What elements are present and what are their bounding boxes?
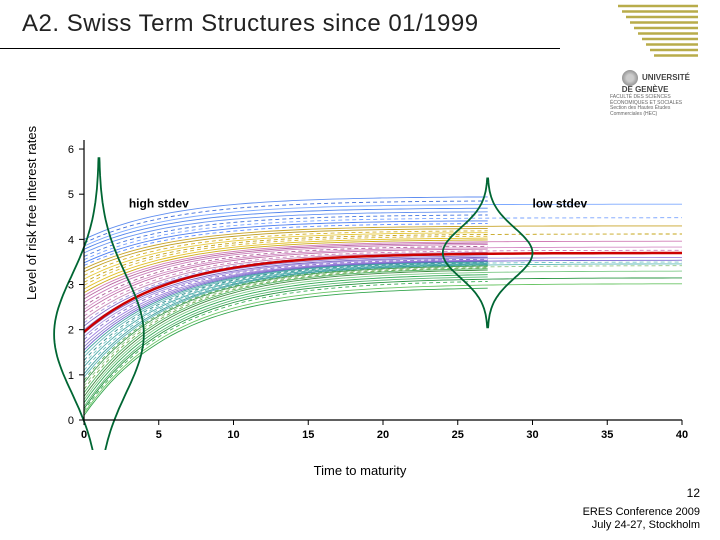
y-axis-label: Level of risk free interest rates — [24, 126, 39, 300]
svg-text:20: 20 — [377, 429, 389, 441]
university-seal-icon — [622, 70, 638, 86]
x-axis-label: Time to maturity — [314, 463, 407, 478]
svg-text:35: 35 — [601, 429, 613, 441]
svg-text:5: 5 — [156, 429, 162, 441]
svg-text:5: 5 — [68, 189, 74, 201]
university-faculty: FACULTÉ DES SCIENCES ÉCONOMIQUES ET SOCI… — [610, 95, 690, 117]
svg-text:1: 1 — [68, 370, 74, 382]
slide-title: A2. Swiss Term Structures since 01/1999 — [22, 10, 479, 38]
svg-text:high stdev: high stdev — [129, 197, 189, 211]
title-underline — [0, 48, 560, 49]
svg-text:4: 4 — [68, 234, 74, 246]
svg-text:6: 6 — [68, 144, 74, 156]
university-logo: UNIVERSITÉ DE GENÈVE — [622, 70, 690, 95]
svg-text:0: 0 — [68, 415, 74, 427]
svg-text:40: 40 — [676, 429, 688, 441]
organisation-logo — [610, 0, 700, 60]
page-number: 12 — [687, 486, 700, 500]
term-structure-chart: 0 5 10 15 20 25 30 35 40 0 1 2 3 4 5 6 high stdev low std… — [52, 130, 692, 450]
svg-text:25: 25 — [452, 429, 464, 441]
footer: ERES Conference 2009 July 24-27, Stockho… — [583, 506, 700, 532]
svg-text:0: 0 — [81, 429, 87, 441]
svg-text:10: 10 — [227, 429, 239, 441]
svg-text:2: 2 — [68, 325, 74, 337]
footer-conference: ERES Conference 2009 — [583, 506, 700, 518]
svg-text:30: 30 — [526, 429, 538, 441]
faculty-name: FACULTÉ DES SCIENCES ÉCONOMIQUES ET SOCI… — [610, 94, 682, 106]
faculty-sub: Section des Hautes Études Commerciales (… — [610, 105, 670, 117]
svg-text:3: 3 — [68, 280, 74, 292]
svg-text:15: 15 — [302, 429, 314, 441]
footer-date-location: July 24-27, Stockholm — [592, 519, 700, 531]
svg-text:low stdev: low stdev — [533, 197, 588, 211]
